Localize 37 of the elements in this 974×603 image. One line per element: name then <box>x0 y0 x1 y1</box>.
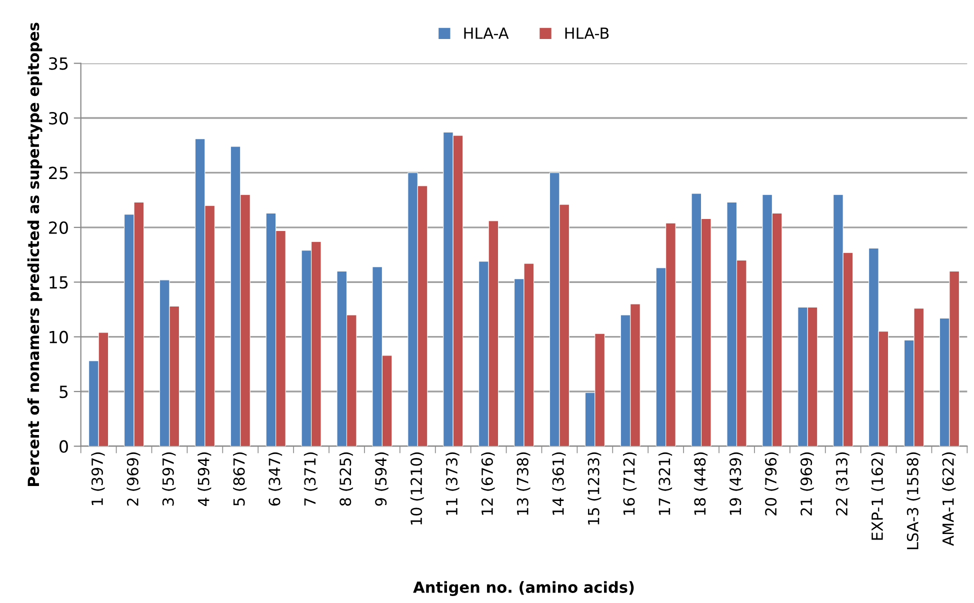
x-tick-label: 11 (373) <box>446 452 460 515</box>
x-tick-label: 3 (597) <box>162 452 176 506</box>
x-tick-label: 9 (594) <box>374 452 388 506</box>
x-tick-label: LSA-3 (1558) <box>906 452 920 550</box>
x-tick-label: 7 (371) <box>304 452 318 506</box>
x-tick-label: 17 (321) <box>658 452 672 515</box>
y-tick-label: 35 <box>49 57 68 70</box>
x-tick-label: 6 (347) <box>268 452 282 506</box>
y-tick-label: 20 <box>49 221 68 234</box>
y-tick-label: 10 <box>50 330 68 344</box>
x-tick-label: 13 (738) <box>516 452 530 515</box>
y-tick-label: 0 <box>60 440 68 453</box>
x-tick-label: 18 (448) <box>694 452 708 515</box>
x-tick-label: 15 (1233) <box>588 452 602 525</box>
x-tick-label: 8 (525) <box>339 452 353 506</box>
x-tick-label: 4 (594) <box>198 452 212 506</box>
x-tick-label: 14 (361) <box>552 452 566 515</box>
y-tick-label: 25 <box>49 166 68 180</box>
x-tick-label: 10 (1210) <box>410 452 424 525</box>
x-axis-title: Antigen no. (amino acids) <box>413 581 634 596</box>
x-tick-label: 22 (313) <box>836 452 850 516</box>
x-tick-label: 21 (969) <box>800 452 814 516</box>
x-tick-label: EXP-1 (162) <box>871 452 885 540</box>
x-tick-label: 1 (397) <box>91 452 105 506</box>
x-tick-label: 19 (439) <box>729 452 743 515</box>
x-tick-label: 12 (676) <box>481 452 495 515</box>
x-tick-label: 20 (796) <box>764 452 778 516</box>
y-tick-label: 5 <box>60 386 68 398</box>
legend-label: HLA-A <box>464 28 509 39</box>
x-tick-label: AMA-1 (622) <box>942 452 956 546</box>
y-axis-title: Percent of nonamers predicted as supertype epitopes <box>27 22 42 486</box>
x-tick-label: 2 (969) <box>126 452 140 506</box>
y-tick-label: 30 <box>49 112 68 125</box>
y-tick-label: 15 <box>50 276 68 289</box>
x-tick-label: 16 (712) <box>622 452 637 515</box>
x-tick-label: 5 (867) <box>233 452 247 506</box>
legend-label: HLA-B <box>565 28 609 39</box>
